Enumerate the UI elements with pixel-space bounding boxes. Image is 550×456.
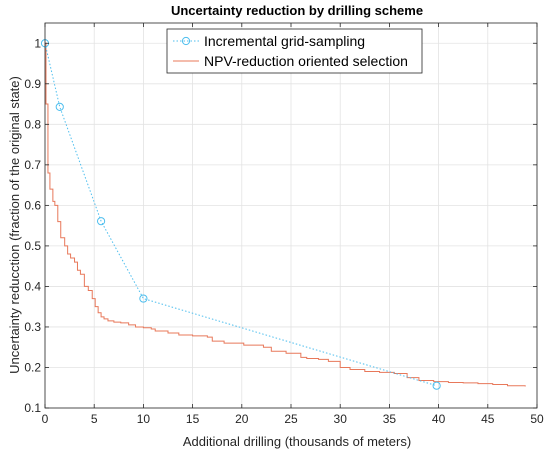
y-tick-label: 0.4 [24,279,41,293]
legend-label-grid-sampling: Incremental grid-sampling [204,33,365,49]
x-tick-label: 35 [383,412,397,426]
tick-layer: 0 5 10 15 20 25 30 35 40 45 50 0.1 0.2 0.3 0.4 0.5 0.6 0.… [24,23,544,426]
y-tick-label: 0.3 [24,320,41,334]
series-line-npv-selection [45,42,526,387]
y-tick-label: 0.1 [24,401,41,415]
legend: Incremental grid-sampling NPV-reduction … [166,28,423,74]
legend-marker-grid-sampling [181,36,191,46]
chart-title: Uncertainty reduction by drilling scheme [171,3,423,18]
x-tick-label: 30 [334,412,348,426]
y-tick-label: 0.9 [24,77,41,91]
legend-label-npv-selection: NPV-reduction oriented selection [204,53,408,69]
y-tick-label: 0.5 [24,239,41,253]
series-line-grid-sampling [44,43,437,387]
x-tick-label: 45 [481,412,495,426]
data-point-grid-sampling [139,294,148,303]
data-point-grid-sampling [55,102,64,111]
x-tick-label: 40 [432,412,446,426]
x-tick-label: 25 [284,412,298,426]
x-tick-label: 5 [91,412,98,426]
legend-box [166,28,423,74]
x-tick-label: 15 [186,412,200,426]
y-tick-label: 0.6 [24,198,41,212]
x-tick-label: 20 [235,412,249,426]
y-tick-label: 0.2 [24,360,41,374]
y-tick-label: 1 [34,36,41,50]
x-tick-label: 10 [137,412,151,426]
data-point-grid-sampling [96,217,106,226]
data-point-grid-sampling [432,381,441,390]
y-tick-label: 0.7 [24,158,41,172]
y-tick-label: 0.8 [24,117,41,131]
x-axis-label: Additional drilling (thousands of meters… [183,434,411,449]
x-tick-label: 50 [530,412,544,426]
x-tick-label: 0 [42,412,49,426]
y-axis-label: Uncertainty reducction (fraction of the … [7,76,22,374]
